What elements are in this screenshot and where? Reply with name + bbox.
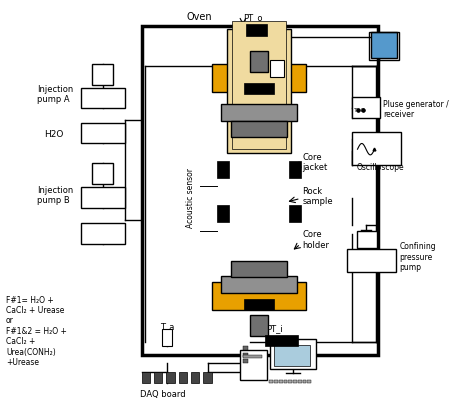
Bar	[279, 380, 283, 383]
Bar	[212, 282, 306, 310]
Text: Oven: Oven	[186, 12, 212, 22]
Bar	[154, 372, 162, 383]
Bar	[81, 187, 124, 208]
Bar	[81, 123, 124, 144]
Bar	[92, 163, 113, 184]
Bar	[371, 32, 397, 58]
Bar	[270, 60, 284, 77]
Bar	[265, 335, 298, 346]
Bar	[308, 380, 311, 383]
Text: Oscilloscope: Oscilloscope	[357, 163, 404, 172]
Bar	[191, 372, 199, 383]
Bar	[218, 161, 229, 178]
Bar	[274, 345, 310, 366]
Bar	[269, 380, 273, 383]
Bar	[347, 249, 397, 272]
Bar	[246, 24, 267, 36]
Text: Rock
sample: Rock sample	[302, 187, 333, 206]
Text: PT_i: PT_i	[267, 324, 283, 333]
Bar	[284, 380, 287, 383]
Text: Injection
pump A: Injection pump A	[37, 85, 73, 104]
Bar	[81, 88, 124, 108]
Text: PT_o: PT_o	[243, 13, 263, 22]
Text: T_a: T_a	[161, 322, 175, 331]
Bar	[221, 276, 297, 293]
Text: Injection
pump B: Injection pump B	[37, 186, 73, 205]
Bar	[230, 121, 287, 137]
Bar	[243, 355, 262, 357]
Bar	[203, 372, 212, 383]
Text: T_b: T_b	[269, 55, 283, 64]
Bar	[141, 372, 150, 383]
Bar	[230, 261, 287, 277]
Bar	[270, 339, 316, 369]
Bar	[289, 205, 301, 222]
Bar	[288, 380, 292, 383]
Bar	[240, 350, 267, 380]
Bar	[92, 64, 113, 85]
Text: Acoustic sensor: Acoustic sensor	[186, 169, 196, 229]
Bar	[352, 97, 380, 118]
Bar	[162, 329, 172, 346]
Text: F#1= H₂O +
CaCl₂ + Urease
or
F#1&2 = H₂O +
CaCl₂ +
Urea(CONH₂)
+Urease: F#1= H₂O + CaCl₂ + Urease or F#1&2 = H₂O…	[6, 296, 67, 367]
Bar	[227, 29, 291, 153]
Bar	[212, 64, 306, 92]
Bar	[218, 205, 229, 222]
Text: T: T	[354, 108, 358, 113]
Text: DAQ board: DAQ board	[140, 390, 185, 399]
Bar	[81, 223, 124, 244]
Bar	[233, 21, 285, 149]
Text: Core
jacket: Core jacket	[302, 153, 328, 172]
Bar	[302, 380, 306, 383]
Text: R: R	[360, 108, 364, 113]
Text: Confining
pressure
pump: Confining pressure pump	[399, 242, 436, 272]
Bar	[357, 231, 377, 248]
Bar	[221, 104, 297, 121]
Bar	[274, 380, 278, 383]
Text: Core
holder: Core holder	[302, 230, 330, 250]
Bar	[243, 353, 248, 357]
Text: Pluse generator /
receiver: Pluse generator / receiver	[383, 100, 449, 119]
Bar	[166, 372, 175, 383]
Bar	[243, 346, 248, 350]
Bar	[250, 51, 269, 72]
Text: H2O: H2O	[44, 130, 63, 139]
Bar	[243, 360, 248, 363]
Bar	[298, 380, 302, 383]
Bar	[352, 132, 401, 165]
Bar	[250, 315, 269, 336]
Bar	[244, 83, 274, 94]
Bar	[244, 299, 274, 310]
Bar	[289, 161, 301, 178]
Bar	[293, 380, 297, 383]
Bar	[179, 372, 187, 383]
Bar	[369, 32, 399, 60]
Bar	[141, 26, 378, 355]
